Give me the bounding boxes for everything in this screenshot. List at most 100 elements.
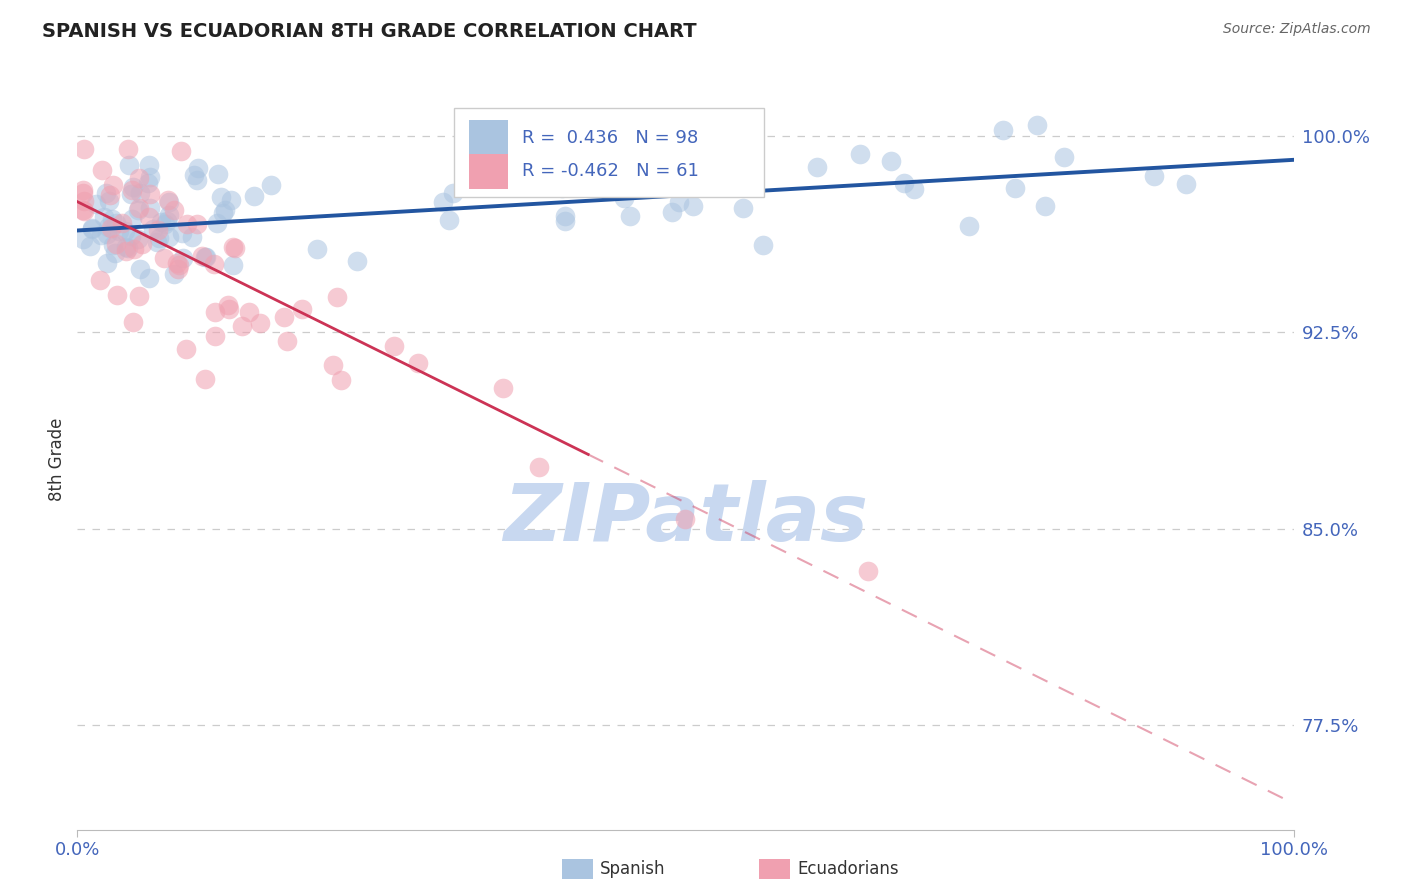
Point	[73, 204, 96, 219]
Point	[219, 193, 242, 207]
Point	[204, 305, 226, 319]
Point	[72, 183, 94, 197]
Point	[163, 202, 186, 217]
Point	[551, 181, 574, 195]
Point	[432, 195, 454, 210]
Point	[1033, 198, 1056, 212]
Point	[222, 258, 245, 272]
Point	[101, 178, 124, 192]
Point	[880, 153, 903, 168]
Point	[90, 228, 112, 243]
Point	[276, 334, 298, 348]
Point	[104, 245, 127, 260]
Point	[121, 211, 143, 226]
FancyBboxPatch shape	[454, 108, 765, 196]
Point	[554, 213, 576, 227]
Text: Spanish: Spanish	[600, 860, 666, 878]
Point	[146, 223, 169, 237]
Point	[1026, 118, 1049, 132]
Point	[150, 215, 173, 229]
Point	[93, 211, 115, 225]
Point	[96, 227, 118, 241]
Point	[157, 229, 180, 244]
Point	[131, 237, 153, 252]
Point	[153, 251, 176, 265]
Point	[98, 194, 121, 209]
Point	[138, 271, 160, 285]
Point	[696, 159, 718, 173]
Point	[222, 240, 245, 254]
Point	[326, 290, 349, 304]
Point	[654, 149, 676, 163]
Point	[128, 170, 150, 185]
Point	[697, 169, 720, 184]
Point	[242, 189, 264, 203]
Text: ZIPatlas: ZIPatlas	[503, 480, 868, 558]
Point	[195, 250, 218, 264]
Point	[104, 237, 127, 252]
Point	[105, 288, 128, 302]
Point	[259, 178, 281, 192]
Point	[305, 242, 328, 256]
Point	[107, 224, 129, 238]
Point	[129, 262, 152, 277]
Point	[346, 254, 368, 268]
Point	[96, 256, 118, 270]
Point	[218, 301, 240, 316]
Text: Source: ZipAtlas.com: Source: ZipAtlas.com	[1223, 22, 1371, 37]
Point	[97, 220, 120, 235]
Point	[120, 187, 142, 202]
Point	[668, 194, 690, 209]
Bar	[470, 120, 508, 156]
Point	[167, 258, 190, 272]
Point	[610, 167, 633, 181]
Point	[193, 372, 215, 386]
Point	[693, 167, 716, 181]
Point	[848, 146, 870, 161]
Point	[856, 565, 879, 579]
Point	[728, 147, 751, 161]
Point	[202, 257, 225, 271]
Point	[128, 201, 150, 215]
Point	[1053, 150, 1076, 164]
Y-axis label: 8th Grade: 8th Grade	[48, 417, 66, 501]
Point	[155, 214, 177, 228]
Point	[122, 315, 145, 329]
Point	[437, 212, 460, 227]
Point	[111, 216, 134, 230]
Point	[169, 144, 191, 158]
Point	[157, 194, 180, 209]
Point	[118, 158, 141, 172]
Point	[117, 142, 139, 156]
Point	[82, 222, 104, 236]
Point	[186, 173, 208, 187]
Point	[72, 186, 94, 201]
Point	[98, 188, 121, 202]
Point	[273, 310, 295, 325]
Point	[72, 202, 94, 217]
Point	[682, 199, 704, 213]
Point	[163, 268, 186, 282]
Point	[174, 342, 197, 356]
Point	[212, 205, 235, 219]
Point	[89, 273, 111, 287]
Point	[166, 255, 188, 269]
Point	[183, 169, 205, 183]
Point	[207, 167, 229, 181]
Point	[148, 231, 170, 245]
Point	[554, 209, 576, 223]
Point	[128, 289, 150, 303]
Point	[114, 224, 136, 238]
Point	[105, 216, 128, 230]
Point	[204, 329, 226, 343]
Point	[406, 356, 429, 370]
Point	[121, 180, 143, 194]
Point	[1004, 180, 1026, 194]
Point	[441, 186, 464, 201]
Point	[675, 512, 697, 526]
Point	[142, 222, 165, 236]
Point	[522, 172, 544, 186]
Point	[957, 219, 980, 233]
Point	[94, 186, 117, 201]
Point	[176, 217, 198, 231]
